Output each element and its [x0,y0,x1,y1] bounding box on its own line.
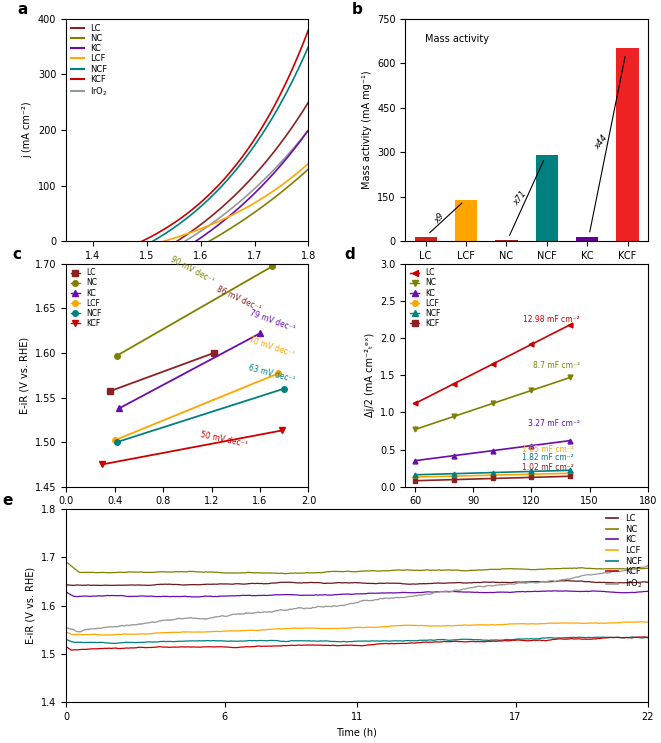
Y-axis label: E-iR (V vs. RHE): E-iR (V vs. RHE) [19,337,29,414]
Text: d: d [345,247,356,262]
Text: 8.7 mF cm⁻²: 8.7 mF cm⁻² [533,361,580,370]
Y-axis label: j (mA cm⁻²): j (mA cm⁻²) [22,102,32,158]
Text: 86 mV dec⁻¹: 86 mV dec⁻¹ [215,285,262,313]
X-axis label: Time (h): Time (h) [336,727,377,737]
Text: 1.65 mF cm⁻²: 1.65 mF cm⁻² [522,446,574,455]
Bar [535,155,558,241]
Legend: LC, NC, KC, LCF, NCF, KCF: LC, NC, KC, LCF, NCF, KCF [407,265,444,331]
Text: e: e [2,493,13,508]
Bar [617,48,639,241]
Text: 12.98 mF cm⁻²: 12.98 mF cm⁻² [524,315,580,324]
Text: b: b [352,2,363,17]
Text: c: c [13,247,22,262]
Legend: LC, NC, KC, LCF, NCF, KCF, IrO$_2$: LC, NC, KC, LCF, NCF, KCF, IrO$_2$ [68,20,111,101]
Text: x44: x44 [593,134,609,152]
Text: 50 mV dec⁻¹: 50 mV dec⁻¹ [200,430,248,450]
Text: 90 mV dec⁻¹: 90 mV dec⁻¹ [169,255,215,285]
Legend: LC, NC, KC, LCF, NCF, KCF: LC, NC, KC, LCF, NCF, KCF [67,265,104,331]
X-axis label: Catalyst: Catalyst [506,267,547,276]
Legend: LC, NC, KC, LCF, NCF, KCF, IrO$_2$: LC, NC, KC, LCF, NCF, KCF, IrO$_2$ [603,510,646,594]
Text: 70 mV dec⁻¹: 70 mV dec⁻¹ [248,335,296,358]
Text: 3.27 mF cm⁻²: 3.27 mF cm⁻² [528,419,580,428]
Text: Mass activity: Mass activity [425,34,488,44]
X-axis label: E-iR (V vs. RHE): E-iR (V vs. RHE) [149,267,226,276]
Bar [414,237,437,241]
X-axis label: Scan rate (mV s⁻¹): Scan rate (mV s⁻¹) [481,512,572,522]
Y-axis label: E-iR (V vs. RHE): E-iR (V vs. RHE) [25,567,36,644]
Text: 1.02 mF cm⁻²: 1.02 mF cm⁻² [522,463,574,472]
Bar [576,237,598,241]
Text: a: a [18,2,28,17]
Y-axis label: Mass activity (mA mg⁻¹): Mass activity (mA mg⁻¹) [362,71,371,189]
Bar [455,200,477,241]
X-axis label: log (j mA cm⁻²): log (j mA cm⁻²) [150,512,225,522]
Text: 79 mV dec⁻¹: 79 mV dec⁻¹ [248,308,296,334]
Text: x9: x9 [433,212,446,225]
Text: 63 mV dec⁻¹: 63 mV dec⁻¹ [248,363,296,384]
Text: x71: x71 [512,189,529,207]
Bar [495,240,518,241]
Y-axis label: Δj/2 (mA cm⁻²ₜᵉˣ): Δj/2 (mA cm⁻²ₜᵉˣ) [365,333,375,418]
Text: 1.82 mF cm⁻²: 1.82 mF cm⁻² [522,453,574,462]
